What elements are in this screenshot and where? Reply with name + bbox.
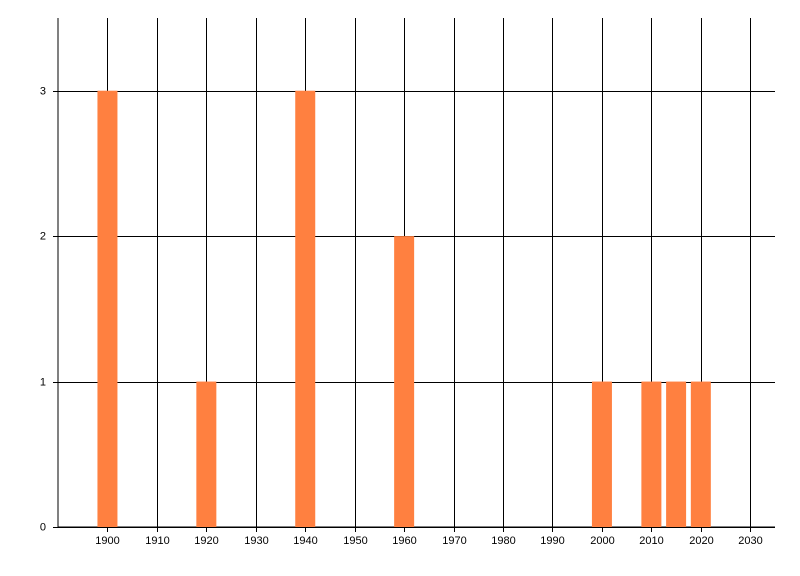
x-tick-label: 2030 — [738, 535, 762, 547]
x-tick-label: 1990 — [540, 535, 564, 547]
y-tick-label: 2 — [40, 230, 46, 242]
x-tick-label: 1910 — [145, 535, 169, 547]
bar — [196, 381, 217, 527]
y-tick-label: 1 — [40, 376, 46, 388]
x-tick-label: 2010 — [639, 535, 663, 547]
x-tick-label: 1940 — [293, 535, 317, 547]
y-tick-label: 0 — [40, 521, 46, 533]
x-tick-label: 1930 — [244, 535, 268, 547]
bar — [591, 381, 612, 527]
x-tick-label: 1980 — [491, 535, 515, 547]
bar — [690, 381, 711, 527]
bar — [394, 236, 415, 527]
x-tick-label: 1920 — [194, 535, 218, 547]
x-tick-label: 1960 — [392, 535, 416, 547]
bar — [666, 381, 687, 527]
x-tick-label: 1950 — [343, 535, 367, 547]
x-tick-label: 2020 — [689, 535, 713, 547]
x-tick-label: 1970 — [442, 535, 466, 547]
bar — [97, 90, 118, 527]
x-tick-label: 1900 — [95, 535, 119, 547]
x-tick-label: 2000 — [590, 535, 614, 547]
y-tick-label: 3 — [40, 85, 46, 97]
bar — [641, 381, 662, 527]
bar — [295, 90, 316, 527]
